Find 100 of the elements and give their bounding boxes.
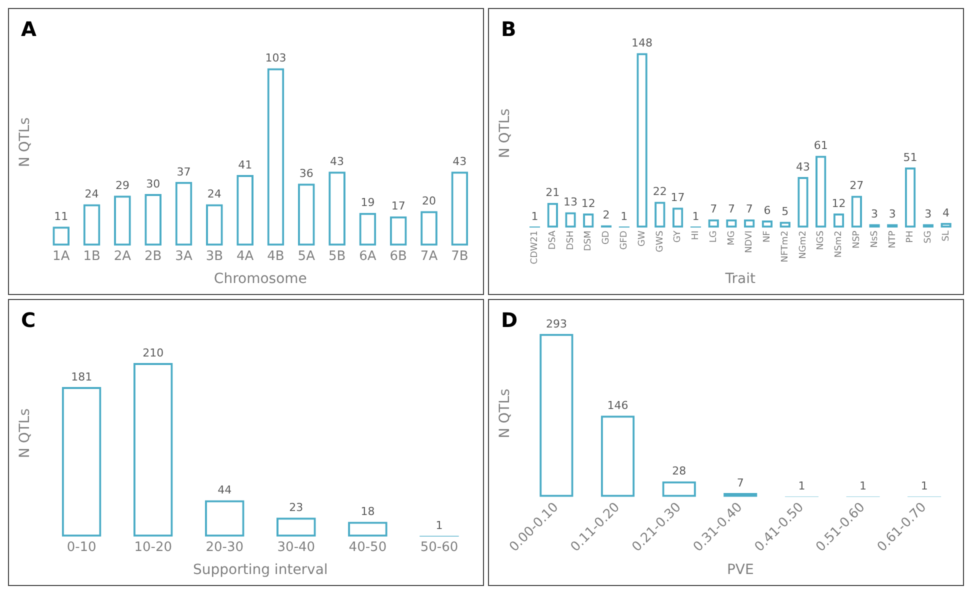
- data-label: 24: [207, 188, 222, 201]
- data-label: 148: [632, 36, 653, 50]
- x-tick-label: 4A: [236, 248, 254, 264]
- data-label: 4: [942, 206, 950, 220]
- x-tick-label: PH: [906, 230, 916, 243]
- x-axis-title: Trait: [724, 271, 756, 288]
- data-label: 12: [581, 196, 596, 210]
- data-label: 1: [692, 210, 700, 223]
- x-axis-title: Supporting interval: [192, 562, 328, 578]
- data-label: 22: [652, 185, 667, 198]
- x-tick-label: NTP: [888, 230, 898, 248]
- data-label: 3: [871, 207, 878, 220]
- x-tick-label: 7B: [451, 248, 468, 264]
- data-label: 11: [54, 210, 68, 224]
- x-tick-label: DSM: [584, 230, 594, 252]
- x-tick-label: MG: [726, 230, 737, 246]
- x-tick-label: GW: [637, 230, 648, 247]
- x-tick-label: DSA: [548, 230, 558, 250]
- x-tick-label: NFTm2: [780, 230, 790, 262]
- x-tick-label: 5B: [328, 248, 346, 264]
- x-tick-label: GWS: [655, 230, 666, 252]
- x-tick-label: 6A: [359, 248, 376, 264]
- x-tick-label: NDVI: [744, 230, 755, 253]
- x-tick-label: NF: [762, 230, 773, 243]
- y-axis-title: N QTLs: [17, 408, 34, 458]
- x-tick-label: 3A: [175, 248, 192, 264]
- data-label: 29: [115, 179, 130, 192]
- x-tick-label: 6B: [390, 248, 407, 264]
- x-tick-label: 1B: [83, 248, 100, 264]
- data-label: 36: [299, 166, 314, 180]
- data-label: 146: [607, 399, 628, 412]
- x-tick-label: SG: [924, 230, 934, 244]
- x-tick-label: NGm2: [798, 230, 808, 259]
- x-tick-label: LG: [708, 230, 719, 243]
- data-label: 210: [142, 346, 164, 360]
- x-tick-label: 7A: [420, 248, 438, 264]
- data-label: 3: [888, 207, 896, 220]
- x-tick-label: 4B: [267, 248, 284, 264]
- data-label: 13: [564, 196, 578, 209]
- data-label: 3: [924, 207, 932, 220]
- data-label: 37: [176, 165, 191, 178]
- chart-title: C: [21, 308, 36, 332]
- chart-title: D: [501, 308, 518, 332]
- x-tick-label: 2B: [144, 248, 162, 264]
- data-label: 2: [602, 208, 610, 222]
- data-label: 41: [238, 158, 252, 172]
- chart-title: B: [501, 17, 516, 41]
- data-label: 1: [798, 480, 806, 493]
- data-label: 43: [796, 160, 810, 174]
- x-tick-label: GY: [673, 230, 684, 243]
- data-label: 51: [903, 150, 918, 164]
- data-label: 19: [360, 196, 375, 210]
- data-label: 1: [436, 519, 443, 532]
- data-label: 1: [620, 210, 628, 223]
- y-axis-title: N QTLs: [497, 108, 514, 158]
- data-label: 293: [546, 317, 567, 330]
- data-label: 1: [531, 210, 538, 223]
- data-label: 1: [860, 480, 867, 493]
- x-tick-label: NSm2: [834, 230, 844, 258]
- data-label: 43: [330, 154, 344, 168]
- x-axis-title: PVE: [726, 562, 754, 578]
- x-tick-label: NsS: [870, 230, 880, 248]
- x-tick-label: GFD: [620, 230, 630, 250]
- x-tick-label: 40-50: [348, 540, 387, 555]
- data-label: 7: [710, 202, 718, 216]
- data-label: 43: [452, 154, 467, 168]
- data-label: 6: [764, 204, 771, 217]
- data-label: 18: [360, 505, 375, 518]
- data-label: 12: [832, 196, 846, 210]
- data-label: 30: [146, 177, 160, 190]
- x-tick-label: GD: [602, 230, 612, 245]
- data-label: 23: [289, 500, 304, 514]
- data-label: 5: [782, 205, 789, 218]
- x-axis-title: Chromosome: [214, 271, 307, 288]
- x-tick-label: 30-40: [277, 540, 316, 555]
- x-tick-label: 10-20: [134, 540, 172, 555]
- data-label: 61: [814, 139, 828, 152]
- data-label: 1: [920, 480, 928, 493]
- x-tick-label: NGS: [816, 230, 826, 250]
- data-label: 7: [746, 202, 753, 216]
- data-label: 21: [546, 186, 560, 200]
- x-tick-label: CDW21: [530, 230, 540, 264]
- data-label: 17: [670, 190, 685, 204]
- x-tick-label: SL: [941, 230, 952, 242]
- y-axis-title: N QTLs: [17, 118, 34, 168]
- data-label: 181: [71, 370, 92, 384]
- data-label: 17: [391, 200, 406, 213]
- chart-title: A: [21, 17, 36, 41]
- data-label: 44: [218, 484, 232, 497]
- x-tick-label: 5A: [298, 248, 316, 264]
- x-tick-label: 20-30: [206, 540, 244, 555]
- x-tick-label: 1A: [52, 248, 70, 264]
- data-label: 7: [728, 202, 735, 216]
- data-label: 103: [265, 52, 286, 65]
- x-tick-label: DSH: [566, 230, 576, 250]
- x-tick-label: 50-60: [420, 540, 458, 555]
- x-tick-label: 2A: [114, 248, 132, 264]
- data-label: 20: [422, 194, 436, 208]
- x-tick-label: NSP: [852, 230, 862, 249]
- x-tick-label: 3B: [206, 248, 224, 264]
